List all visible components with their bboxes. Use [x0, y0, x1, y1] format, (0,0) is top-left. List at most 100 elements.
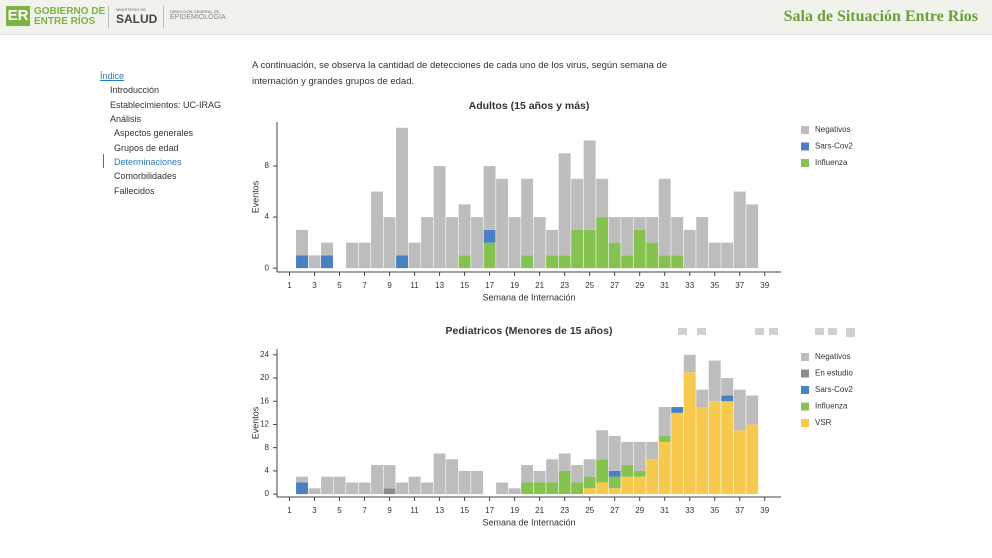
nav-link[interactable]: Índice — [100, 71, 125, 81]
bar-segment — [633, 229, 646, 269]
bar-segment — [508, 488, 521, 495]
bar-segment — [396, 255, 409, 269]
bar-segment — [608, 242, 621, 269]
bar-segment — [608, 436, 621, 471]
y-tick-label: 8 — [265, 161, 270, 170]
bar-segment — [546, 229, 559, 256]
bar-segment — [633, 441, 646, 471]
bar-segment — [596, 178, 609, 218]
modebar-button[interactable] — [815, 328, 824, 335]
bar-segment — [571, 482, 584, 495]
bar-segment — [346, 242, 358, 269]
nav-link[interactable]: Determinaciones — [114, 157, 182, 167]
bar-segment — [658, 441, 671, 495]
x-tick-label: 27 — [610, 281, 619, 290]
bar-segment — [383, 465, 396, 489]
nav-link[interactable]: Comorbilidades — [114, 171, 177, 181]
legend-label: En estudio — [815, 369, 853, 378]
x-tick-label: 9 — [387, 281, 392, 290]
bar-segment — [296, 482, 308, 495]
bar-segment — [546, 459, 559, 483]
bar-segment — [658, 436, 671, 442]
ministry: SALUD — [116, 12, 158, 26]
x-tick-label: 37 — [735, 506, 744, 515]
x-tick-label: 3 — [312, 506, 317, 515]
modebar-button[interactable] — [828, 328, 837, 335]
bar-segment — [558, 470, 571, 495]
bar-segment — [733, 191, 746, 269]
bar-segment — [446, 459, 459, 495]
bar-segment — [671, 217, 684, 256]
bar-segment — [483, 242, 496, 269]
bar-segment — [621, 476, 634, 495]
bar-segment — [433, 166, 446, 269]
legend-label: Sars-Cov2 — [815, 142, 853, 151]
bar-segment — [721, 401, 734, 495]
x-tick-label: 21 — [535, 281, 544, 290]
bar-segment — [333, 476, 346, 495]
x-tick-label: 1 — [287, 506, 292, 515]
bar-segment — [583, 140, 596, 230]
bar-segment — [696, 389, 709, 408]
x-tick-label: 11 — [410, 506, 419, 515]
bar-segment — [746, 395, 759, 425]
bar-segment — [421, 482, 434, 495]
intro-text: A continuación, se observa la cantidad d… — [252, 60, 668, 87]
bar-segment — [546, 255, 559, 269]
x-tick-label: 7 — [362, 281, 367, 290]
bar-segment — [621, 441, 634, 466]
bar-segment — [296, 255, 308, 269]
bar-segment — [308, 255, 321, 269]
bar-segment — [671, 412, 684, 495]
bar-segment — [696, 217, 709, 269]
bar-segment — [421, 217, 434, 269]
x-tick-label: 35 — [710, 281, 719, 290]
bar-segment — [308, 488, 321, 495]
bar-segment — [608, 488, 621, 495]
bar-segment — [683, 372, 696, 495]
chart-title: Adultos (15 años y más) — [469, 100, 590, 112]
bar-segment — [458, 204, 471, 256]
legend-label: Negativos — [815, 352, 851, 361]
modebar-button[interactable] — [697, 328, 706, 335]
gov-line: GOBIERNO DE — [34, 6, 106, 17]
nav-link[interactable]: Introducción — [110, 85, 160, 95]
nav-link[interactable]: Análisis — [110, 114, 142, 124]
nav-link[interactable]: Fallecidos — [114, 186, 155, 196]
bar-segment — [733, 389, 746, 431]
bar-segment — [471, 470, 484, 495]
bar-segment — [583, 459, 596, 477]
x-tick-label: 15 — [460, 281, 469, 290]
bar-segment — [646, 459, 659, 495]
x-tick-label: 27 — [610, 506, 619, 515]
bar-segment — [496, 178, 509, 269]
site-title: Sala de Situación Entre Ríos — [783, 8, 978, 25]
x-axis-label: Semana de Internación — [482, 517, 575, 527]
x-tick-label: 35 — [710, 506, 719, 515]
bar-segment — [608, 470, 621, 477]
modebar-button[interactable] — [846, 328, 855, 337]
y-tick-label: 0 — [265, 489, 270, 498]
modebar-button[interactable] — [678, 328, 687, 335]
nav-link[interactable]: Grupos de edad — [114, 143, 179, 153]
bar-segment — [533, 482, 546, 495]
modebar-button[interactable] — [755, 328, 764, 335]
bar-segment — [346, 482, 358, 495]
x-tick-label: 25 — [585, 281, 594, 290]
bar-segment — [596, 482, 609, 495]
nav-link[interactable]: Establecimientos: UC-IRAG — [110, 100, 222, 110]
x-tick-label: 31 — [660, 506, 669, 515]
nav-link[interactable]: Aspectos generales — [114, 128, 194, 138]
legend-swatch — [801, 402, 809, 411]
x-tick-label: 23 — [560, 281, 569, 290]
modebar-button[interactable] — [769, 328, 778, 335]
x-tick-label: 13 — [435, 281, 444, 290]
separator — [163, 6, 164, 28]
bar-segment — [596, 217, 609, 269]
bar-segment — [608, 476, 621, 489]
legend-swatch — [801, 126, 809, 134]
bar-segment — [446, 217, 459, 269]
bar-segment — [558, 453, 571, 471]
x-tick-label: 39 — [760, 281, 769, 290]
